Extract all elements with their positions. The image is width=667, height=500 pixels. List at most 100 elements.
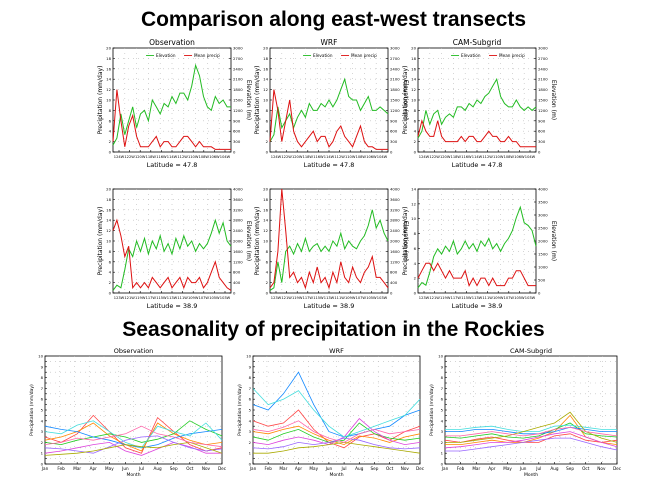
x-tick-label: Nov: [597, 466, 606, 471]
y-tick-label: 4: [414, 129, 417, 134]
series-line-elevation: [417, 205, 537, 289]
y-tick-label: 8: [441, 375, 444, 380]
chart-1: Observation 0 2 4 6 8 10 12 14 16 18 20 0 300 600 900 12…: [97, 38, 252, 169]
y2-tick-label: 1600: [390, 249, 400, 254]
y-tick-label: 1: [441, 451, 444, 456]
y-tick-label: 18: [411, 56, 416, 61]
y-tick-label: 14: [263, 218, 268, 223]
y-axis-label: Precipitation (mm/day): [29, 384, 35, 436]
x-tick-label: May: [309, 466, 318, 471]
x-axis-label: Latitude = 38.9: [147, 302, 198, 310]
x-tick-label: Oct: [582, 466, 590, 471]
y-tick-label: 3: [41, 429, 44, 434]
x-axis-label: Latitude = 47.8: [452, 161, 503, 169]
x-axis-label: Month: [524, 472, 538, 478]
series-line-s6: [445, 424, 617, 433]
series-line-s6: [44, 420, 223, 449]
y-tick-label: 8: [414, 108, 417, 113]
y2-tick-label: 4000: [538, 187, 548, 192]
x-tick-label: Jan: [441, 466, 449, 471]
x-tick-label: 112W: [482, 155, 493, 159]
y-tick-label: 8: [266, 249, 269, 254]
y2-tick-label: 1500: [538, 252, 548, 257]
y-tick-label: 10: [438, 354, 443, 359]
y2-tick-label: 900: [233, 118, 241, 123]
series-line-s5: [444, 431, 618, 449]
y2-tick-label: 800: [233, 270, 241, 275]
x-tick-label: Dec: [613, 466, 622, 471]
y2-tick-label: 0: [538, 150, 541, 155]
x-tick-label: 104W: [220, 155, 231, 159]
y2-tick-label: 2100: [233, 77, 243, 82]
y-tick-label: 2: [249, 440, 252, 445]
x-tick-label: Dec: [218, 466, 227, 471]
chart-title: WRF: [329, 347, 344, 355]
y-tick-label: 10: [246, 354, 251, 359]
x-tick-label: 103W: [525, 296, 536, 300]
x-tick-label: Feb: [57, 466, 65, 471]
y-tick-label: 4: [41, 418, 44, 423]
y-tick-label: 3: [249, 429, 252, 434]
legend-label-elevation: Elevation: [461, 53, 481, 58]
y-tick-label: 9: [41, 364, 44, 369]
x-tick-label: 115W: [156, 296, 167, 300]
y2-tick-label: 1200: [390, 108, 400, 113]
y2-tick-label: 400: [390, 280, 398, 285]
x-tick-label: Jul: [341, 466, 347, 471]
chart-6: 0 2 4 6 8 10 12 14 0 500 1000 1500 2000 2500 3000 3500 4…: [402, 187, 557, 311]
x-tick-label: 124W: [419, 155, 430, 159]
x-tick-label: 108W: [356, 155, 367, 159]
y-tick-label: 2: [109, 280, 112, 285]
x-tick-label: 121W: [281, 296, 292, 300]
y2-tick-label: 1500: [233, 98, 243, 103]
x-tick-label: 105W: [366, 296, 377, 300]
y2-axis-label: Elevation (m): [402, 221, 409, 261]
y2-tick-label: 300: [538, 139, 546, 144]
legend-label-precip: Mean precip: [194, 53, 220, 58]
series-line-s1: [44, 414, 223, 454]
y-tick-label: 18: [263, 56, 268, 61]
y-tick-label: 20: [263, 187, 268, 192]
y-tick-label: 9: [249, 364, 252, 369]
y2-tick-label: 2700: [233, 56, 243, 61]
series-line-s2: [44, 422, 223, 452]
y-tick-label: 14: [263, 77, 268, 82]
x-tick-label: Sep: [170, 466, 178, 471]
y2-tick-label: 2800: [390, 218, 400, 223]
series-line-s8: [445, 411, 618, 443]
series-line-elevation: [269, 77, 389, 142]
y-tick-label: 12: [106, 228, 111, 233]
y-tick-label: 6: [109, 118, 112, 123]
series-line-s5: [252, 418, 421, 446]
y-tick-label: 0: [266, 150, 269, 155]
x-tick-label: 107W: [356, 296, 367, 300]
y-tick-label: 10: [263, 239, 268, 244]
y-tick-label: 1: [249, 451, 252, 456]
y2-tick-label: 0: [233, 291, 236, 296]
y-tick-label: 7: [41, 386, 44, 391]
y2-tick-label: 4000: [390, 187, 400, 192]
x-tick-label: 119W: [135, 296, 146, 300]
y-tick-label: 5: [249, 408, 252, 413]
series-line-mean-precip: [112, 218, 232, 291]
y2-tick-label: 2100: [390, 77, 400, 82]
x-tick-label: 117W: [146, 296, 157, 300]
x-tick-label: May: [503, 466, 512, 471]
y-tick-label: 20: [263, 46, 268, 51]
x-tick-label: 124W: [271, 155, 282, 159]
y-tick-label: 0: [41, 462, 44, 467]
chart-title: Observation: [114, 347, 154, 355]
series-line-s3: [444, 422, 618, 439]
x-tick-label: Mar: [73, 466, 81, 471]
x-tick-label: 104W: [525, 155, 536, 159]
y2-tick-label: 1200: [390, 259, 400, 264]
x-tick-label: May: [105, 466, 114, 471]
x-tick-label: Mar: [279, 466, 287, 471]
x-tick-label: Jul: [138, 466, 144, 471]
y-tick-label: 5: [441, 408, 444, 413]
y2-tick-label: 2400: [390, 66, 400, 71]
y2-axis-label: Elevation (m): [402, 80, 409, 120]
y-tick-label: 12: [411, 201, 416, 206]
chart-9: CAM-Subgrid 0 1 2 3 4 5 6 7 8 9 10 Jan Feb Mar Apr May Ju…: [429, 347, 622, 478]
